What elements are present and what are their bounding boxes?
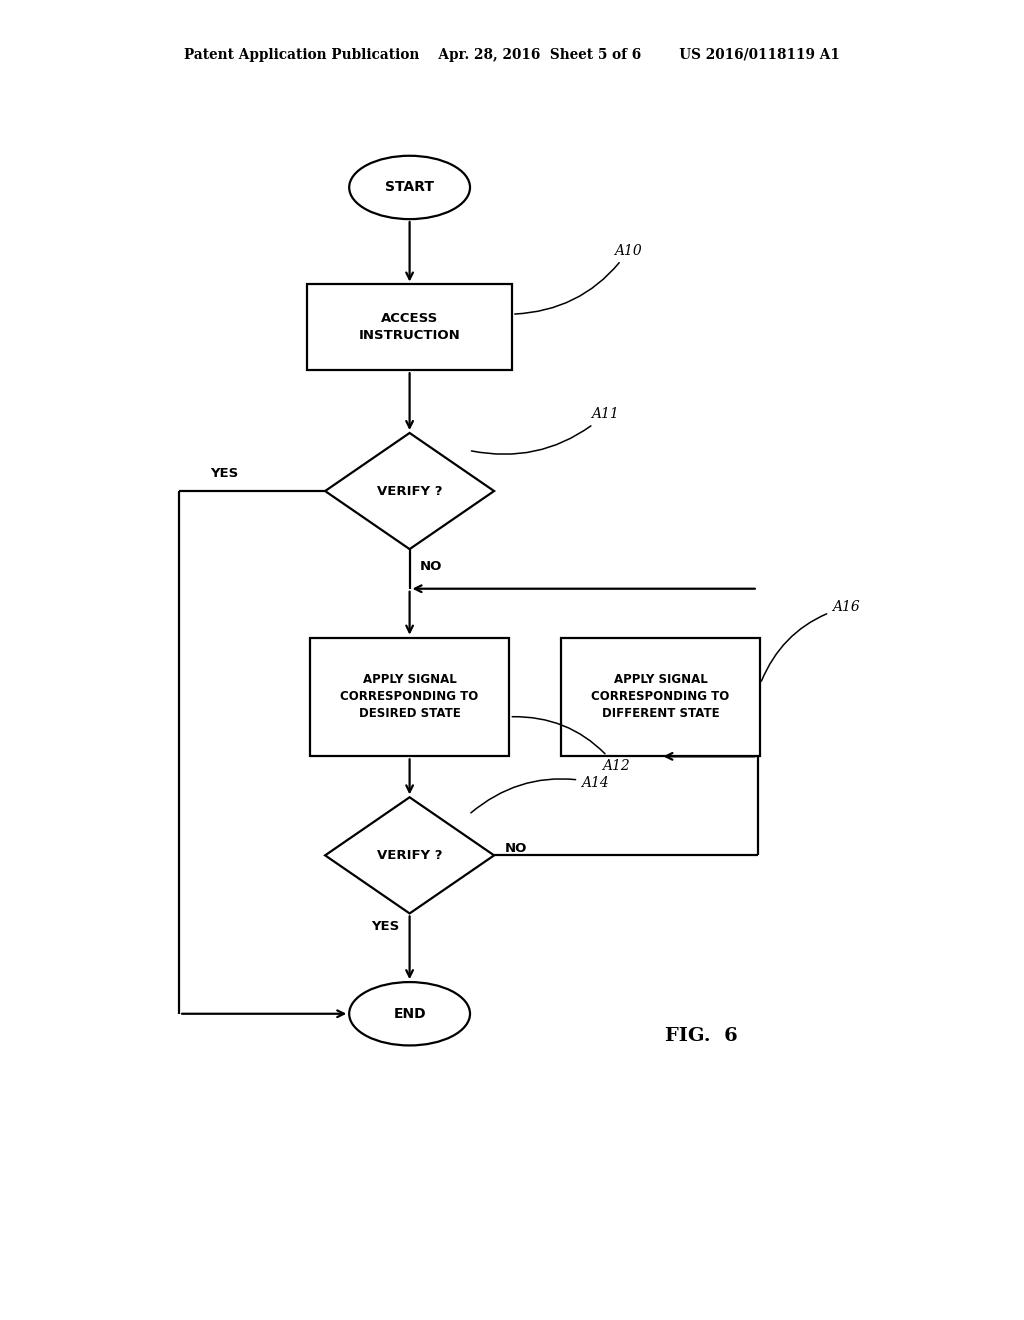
Text: YES: YES bbox=[210, 467, 239, 480]
Text: NO: NO bbox=[505, 842, 526, 855]
Text: A11: A11 bbox=[471, 408, 620, 454]
Text: A16: A16 bbox=[762, 601, 860, 681]
Text: START: START bbox=[385, 181, 434, 194]
Bar bbox=[307, 285, 512, 370]
Text: VERIFY ?: VERIFY ? bbox=[377, 849, 442, 862]
Text: FIG.  6: FIG. 6 bbox=[665, 1027, 738, 1045]
Text: END: END bbox=[393, 1007, 426, 1020]
Text: YES: YES bbox=[371, 920, 399, 933]
Text: A12: A12 bbox=[512, 717, 630, 772]
Text: VERIFY ?: VERIFY ? bbox=[377, 484, 442, 498]
Bar bbox=[309, 638, 510, 756]
Text: A14: A14 bbox=[471, 776, 609, 813]
Text: A10: A10 bbox=[515, 244, 642, 314]
Text: NO: NO bbox=[420, 560, 442, 573]
Text: APPLY SIGNAL
CORRESPONDING TO
DIFFERENT STATE: APPLY SIGNAL CORRESPONDING TO DIFFERENT … bbox=[591, 673, 730, 721]
Bar bbox=[561, 638, 760, 756]
Text: ACCESS
INSTRUCTION: ACCESS INSTRUCTION bbox=[358, 313, 461, 342]
Text: Patent Application Publication    Apr. 28, 2016  Sheet 5 of 6        US 2016/011: Patent Application Publication Apr. 28, … bbox=[184, 49, 840, 62]
Text: APPLY SIGNAL
CORRESPONDING TO
DESIRED STATE: APPLY SIGNAL CORRESPONDING TO DESIRED ST… bbox=[340, 673, 479, 721]
